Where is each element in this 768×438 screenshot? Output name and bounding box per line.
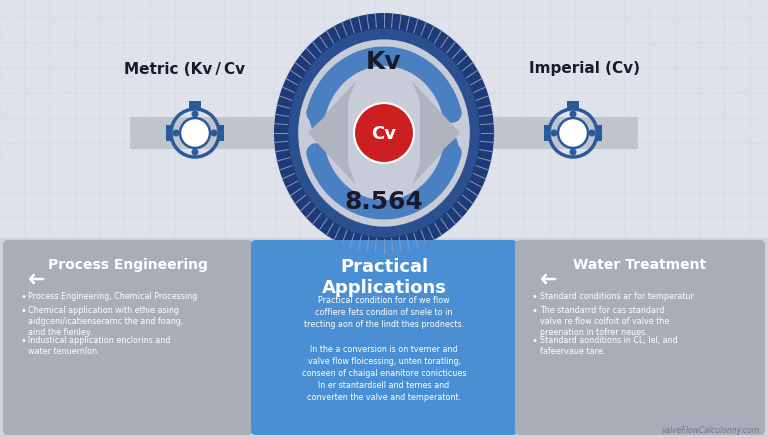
Text: Practical
Applications: Practical Applications	[322, 258, 446, 296]
Text: Metric (Kv / Cv: Metric (Kv / Cv	[124, 61, 246, 76]
Ellipse shape	[274, 14, 494, 254]
Text: Process Engineering, Chemical Processing: Process Engineering, Chemical Processing	[28, 291, 197, 300]
Bar	[567, 102, 579, 110]
Text: Industical application enclorins and
water tenuernlon.: Industical application enclorins and wat…	[28, 335, 170, 355]
Circle shape	[570, 149, 577, 156]
Bar	[189, 102, 201, 110]
Text: Water Treatment: Water Treatment	[574, 258, 707, 272]
Text: •: •	[532, 305, 538, 315]
Circle shape	[588, 130, 595, 137]
Text: Kv: Kv	[366, 50, 402, 74]
Polygon shape	[442, 138, 462, 156]
Bar	[130, 118, 638, 150]
Bar	[0, 0, 768, 244]
Circle shape	[180, 119, 210, 148]
Text: Imperial (Cv): Imperial (Cv)	[529, 61, 641, 76]
Polygon shape	[306, 111, 326, 129]
Bar	[166, 126, 172, 141]
Text: •: •	[532, 335, 538, 345]
Circle shape	[173, 130, 180, 137]
Text: •: •	[20, 335, 26, 345]
Polygon shape	[412, 82, 460, 186]
Circle shape	[191, 149, 198, 156]
Circle shape	[570, 111, 577, 118]
Text: •: •	[532, 291, 538, 301]
FancyBboxPatch shape	[515, 240, 765, 435]
Bar	[544, 126, 550, 141]
Text: •: •	[20, 305, 26, 315]
Ellipse shape	[298, 40, 470, 227]
Circle shape	[191, 111, 198, 118]
Text: Process Engineering: Process Engineering	[48, 258, 208, 272]
Bar	[0, 238, 768, 438]
Text: Cv: Cv	[372, 125, 396, 143]
Bar	[596, 126, 602, 141]
Polygon shape	[308, 82, 356, 186]
Text: Practical condition for of we flow
coffiere fets condion of snele to in
trecting: Practical condition for of we flow coffi…	[302, 295, 466, 401]
Text: The standarrd for cas standard
valve re flow colfoit of valve the
preenation in : The standarrd for cas standard valve re …	[540, 305, 670, 336]
Circle shape	[558, 119, 588, 148]
Bar	[218, 126, 224, 141]
Text: Chemical application with ethie asing
aidgceni/icatienseramc the and foang,
aind: Chemical application with ethie asing ai…	[28, 305, 184, 336]
Text: 8.564: 8.564	[345, 190, 423, 213]
Text: valveFlowCalculonny.com: valveFlowCalculonny.com	[662, 425, 760, 434]
FancyBboxPatch shape	[251, 240, 517, 435]
Text: Standard aonditions in CL, lel, and
fafeervaue tare.: Standard aonditions in CL, lel, and fafe…	[540, 335, 677, 355]
Text: •: •	[20, 291, 26, 301]
Circle shape	[551, 130, 558, 137]
FancyBboxPatch shape	[3, 240, 253, 435]
Circle shape	[210, 130, 217, 137]
Text: Standard conditions ar for temperatur: Standard conditions ar for temperatur	[540, 291, 694, 300]
Ellipse shape	[288, 29, 480, 238]
Circle shape	[354, 104, 414, 164]
